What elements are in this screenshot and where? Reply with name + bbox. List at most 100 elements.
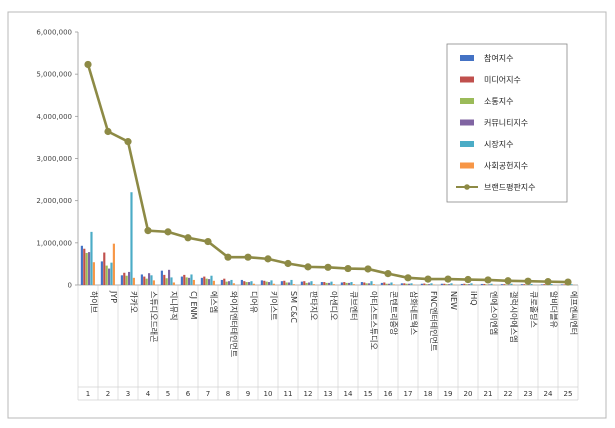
bar xyxy=(148,273,151,285)
bar xyxy=(508,284,511,285)
rank-label: 14 xyxy=(344,390,353,398)
line-point xyxy=(544,278,552,286)
bar xyxy=(392,284,395,285)
rank-label: 2 xyxy=(106,390,110,398)
bar xyxy=(240,279,243,285)
rank-label: 18 xyxy=(424,390,433,398)
x-category-label: 엔에스이엔엠 xyxy=(489,291,499,335)
bar xyxy=(92,262,95,285)
bar xyxy=(280,281,283,285)
bar xyxy=(485,284,488,285)
bar xyxy=(140,274,143,285)
bar xyxy=(152,280,155,285)
line-point xyxy=(364,265,372,273)
legend-label: 참여지수 xyxy=(484,53,513,63)
bar xyxy=(312,284,315,285)
bar xyxy=(110,262,113,285)
rank-label: 25 xyxy=(564,390,573,398)
bar xyxy=(185,277,188,285)
bar xyxy=(145,278,148,285)
bar xyxy=(352,284,355,285)
line-point xyxy=(144,227,152,235)
x-category-label: JYP xyxy=(109,290,118,303)
y-tick-label: 0 xyxy=(68,282,72,290)
bar xyxy=(112,243,115,285)
x-category-label: 하이브 xyxy=(89,291,99,313)
bar xyxy=(500,284,503,285)
bar xyxy=(560,284,563,285)
bar xyxy=(543,284,546,285)
bar xyxy=(523,284,526,285)
x-category-label: 알비더블유 xyxy=(549,291,559,328)
rank-label: 10 xyxy=(264,390,273,398)
bar xyxy=(90,231,93,285)
line-point xyxy=(344,264,352,273)
bar xyxy=(150,275,153,285)
bar xyxy=(448,284,451,285)
line-point xyxy=(244,253,252,261)
x-category-label: 카카오 xyxy=(129,291,138,313)
bar xyxy=(208,279,211,285)
x-category-label: 삼화네트웍스 xyxy=(409,291,419,335)
bar xyxy=(130,192,133,285)
rank-label: 8 xyxy=(226,390,230,398)
bar xyxy=(303,281,306,285)
bar xyxy=(483,283,486,285)
bar xyxy=(228,281,231,285)
bar xyxy=(345,282,348,285)
bar xyxy=(100,261,103,285)
bar xyxy=(365,283,368,285)
line-point xyxy=(104,127,112,136)
bar xyxy=(105,265,108,285)
rank-label: 6 xyxy=(186,390,191,398)
bar xyxy=(460,283,463,285)
rank-label: 15 xyxy=(364,390,373,398)
x-category-label: 아센디오 xyxy=(329,291,339,320)
bar xyxy=(120,275,123,285)
bar xyxy=(260,280,263,285)
bar xyxy=(443,283,446,285)
legend-label: 미디어지수 xyxy=(484,75,521,85)
bar xyxy=(183,274,186,285)
y-tick-label: 2,000,000 xyxy=(36,197,72,205)
bar xyxy=(203,276,206,285)
bar xyxy=(370,281,373,285)
bar xyxy=(210,275,213,285)
x-category-label: 콘텐트리중앙 xyxy=(389,291,399,336)
line-point xyxy=(184,234,192,242)
bar xyxy=(170,277,173,285)
bar xyxy=(410,283,413,285)
x-category-label: 큐브엔터 xyxy=(349,291,359,320)
line-point xyxy=(304,263,312,271)
bar xyxy=(445,284,448,285)
x-category-label: 에스엠 xyxy=(209,291,219,313)
bar xyxy=(405,283,408,285)
line-point xyxy=(504,277,512,285)
rank-label: 19 xyxy=(444,390,453,398)
legend-swatch xyxy=(460,141,474,147)
bar xyxy=(248,282,251,285)
legend-swatch xyxy=(460,119,474,126)
bar xyxy=(408,283,411,285)
bar xyxy=(230,279,233,285)
bar xyxy=(270,280,273,285)
bar xyxy=(343,282,346,285)
line-point xyxy=(524,277,532,285)
bar xyxy=(468,284,471,285)
bar xyxy=(372,284,375,285)
legend-swatch xyxy=(460,76,474,83)
bar xyxy=(540,284,543,285)
bar xyxy=(363,282,366,285)
rank-label: 17 xyxy=(404,390,413,398)
x-category-label: 큐로홀딩스 xyxy=(529,291,539,328)
bar xyxy=(180,276,183,285)
rank-label: 12 xyxy=(304,390,313,398)
y-tick-label: 1,000,000 xyxy=(36,239,72,247)
line-point xyxy=(284,259,292,268)
bar xyxy=(340,282,343,285)
bar xyxy=(165,278,168,285)
rank-label: 9 xyxy=(246,390,250,398)
rank-label: 11 xyxy=(284,390,293,398)
